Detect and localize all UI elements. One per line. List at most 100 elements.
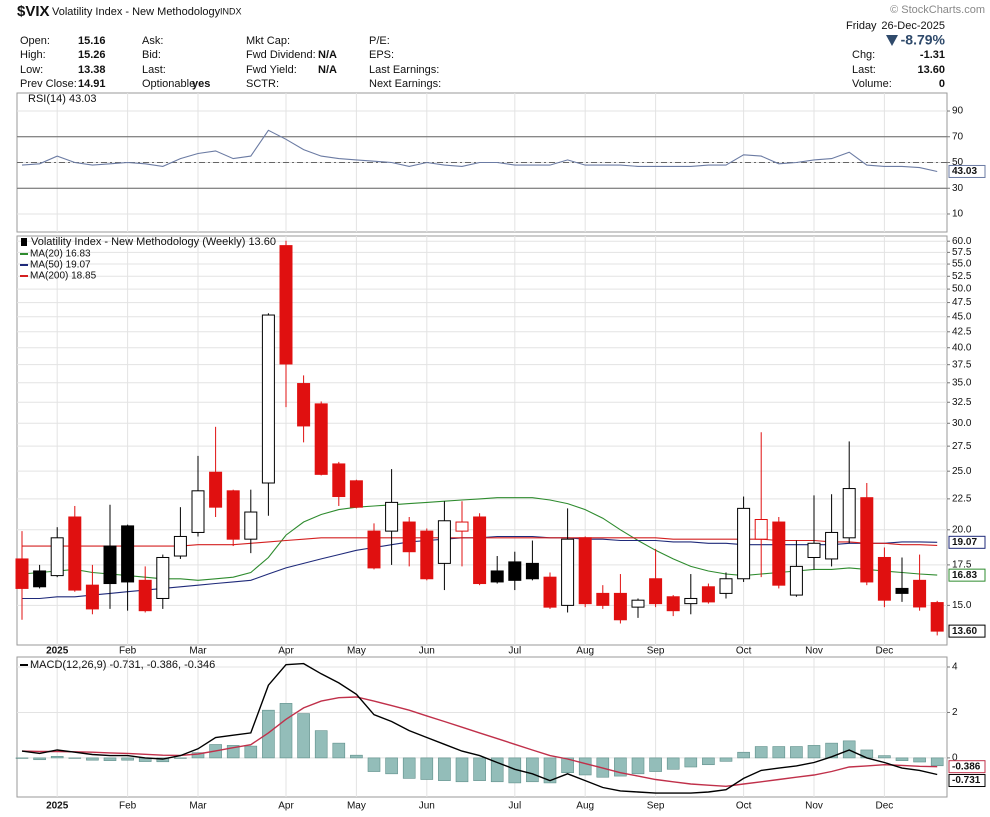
x-tick-label: Jul [508, 801, 521, 812]
x-tick-label: Feb [119, 801, 137, 812]
last-value-box [948, 760, 986, 774]
y-tick-label: 15.0 [952, 600, 972, 611]
histogram-bar [50, 756, 64, 759]
x-tick-label: Nov [805, 801, 823, 812]
candle-body [842, 488, 856, 539]
field-value: N/A [318, 64, 337, 76]
histogram-bar [649, 757, 662, 772]
quote-label: Last: [852, 64, 876, 76]
histogram-bar [297, 713, 310, 759]
candle-body [402, 521, 416, 553]
y-tick-label: 25.0 [952, 466, 972, 477]
candle-body [385, 501, 399, 532]
field-label: Bid: [142, 49, 161, 61]
candle-body [15, 558, 29, 589]
histogram-bar [772, 746, 786, 759]
candle-body [807, 542, 821, 558]
legend-label: MA(20) 16.83 [30, 249, 91, 260]
candle-body [420, 530, 434, 580]
field-label: Open: [20, 35, 50, 47]
candle-body [754, 519, 768, 540]
copyright: © StockCharts.com [890, 4, 985, 16]
last-value-label: 13.60 [952, 626, 977, 637]
symbol: $VIX [17, 3, 50, 20]
field-value: 13.38 [78, 64, 106, 76]
x-tick-label: Feb [119, 646, 137, 657]
field-value: N/A [318, 49, 337, 61]
candle-body [649, 578, 663, 605]
candle-body [701, 586, 715, 603]
x-tick-label: 2025 [46, 646, 69, 657]
panel-title: RSI(14) 43.03 [28, 93, 96, 105]
y-tick-label: 45.0 [952, 311, 972, 322]
candle-body [543, 576, 557, 608]
change-percent: -8.79% [901, 32, 946, 48]
y-tick-label: 57.5 [952, 247, 972, 258]
histogram-bar [279, 703, 293, 759]
y-tick-label: 70 [952, 131, 964, 142]
field-value: 15.26 [78, 49, 106, 61]
y-tick-label: 42.5 [952, 326, 972, 337]
field-label: Fwd Dividend: [246, 49, 316, 61]
field-label: Optionable [142, 78, 195, 90]
instrument-name: Volatility Index - New Methodology [52, 6, 221, 18]
candle-body [490, 570, 504, 583]
legend-label: MA(200) 18.85 [30, 271, 97, 282]
histogram-bar [895, 757, 909, 761]
histogram-bar [543, 757, 557, 784]
x-tick-label: Mar [189, 801, 207, 812]
candle-body [789, 565, 803, 596]
field-label: SCTR: [246, 78, 279, 90]
x-tick-label: May [347, 801, 366, 812]
candle-body [437, 520, 451, 564]
histogram-bar [86, 757, 99, 761]
candle-body [50, 537, 64, 577]
histogram-bar [578, 757, 592, 776]
y-tick-label: 2 [952, 707, 958, 718]
y-tick-label: 0 [952, 753, 958, 764]
candle-body [719, 578, 733, 594]
candle-body [191, 490, 205, 533]
histogram-bar [666, 757, 680, 770]
candle-body [367, 530, 381, 569]
y-tick-label: 40.0 [952, 342, 972, 353]
field-label: P/E: [369, 35, 390, 47]
last-value-label: 19.07 [952, 537, 977, 548]
candle-body [85, 584, 99, 610]
x-tick-label: Sep [647, 801, 665, 812]
histogram-bar [719, 757, 733, 762]
date: 26-Dec-2025 [881, 20, 945, 32]
histogram-bar [631, 757, 645, 775]
last-value-box [948, 624, 986, 638]
candle-body [314, 403, 328, 475]
candle-body [121, 525, 135, 583]
y-tick-label: 10 [952, 209, 964, 220]
field-value: yes [192, 78, 210, 90]
x-tick-label: May [347, 646, 366, 657]
histogram-bar [561, 757, 574, 773]
histogram-bar [878, 755, 891, 759]
histogram-bar [754, 746, 768, 759]
x-tick-label: Oct [736, 646, 752, 657]
histogram-bar [790, 746, 803, 759]
field-label: Ask: [142, 35, 163, 47]
x-tick-label: Jun [419, 801, 435, 812]
field-label: High: [20, 49, 46, 61]
histogram-bar [68, 757, 82, 759]
candle-body [895, 587, 909, 594]
histogram-bar [314, 730, 328, 759]
candle-body [138, 579, 152, 612]
candle-body [561, 538, 575, 606]
y-tick-label: 35.0 [952, 377, 972, 388]
x-tick-label: Sep [647, 646, 665, 657]
histogram-bar [402, 757, 416, 779]
x-tick-label: Jun [419, 646, 435, 657]
candle-body [244, 511, 258, 540]
histogram-bar [526, 757, 539, 783]
y-tick-label: 30 [952, 183, 964, 194]
histogram-bar [367, 757, 381, 772]
candle-body [332, 463, 346, 498]
candle-body [772, 521, 786, 586]
